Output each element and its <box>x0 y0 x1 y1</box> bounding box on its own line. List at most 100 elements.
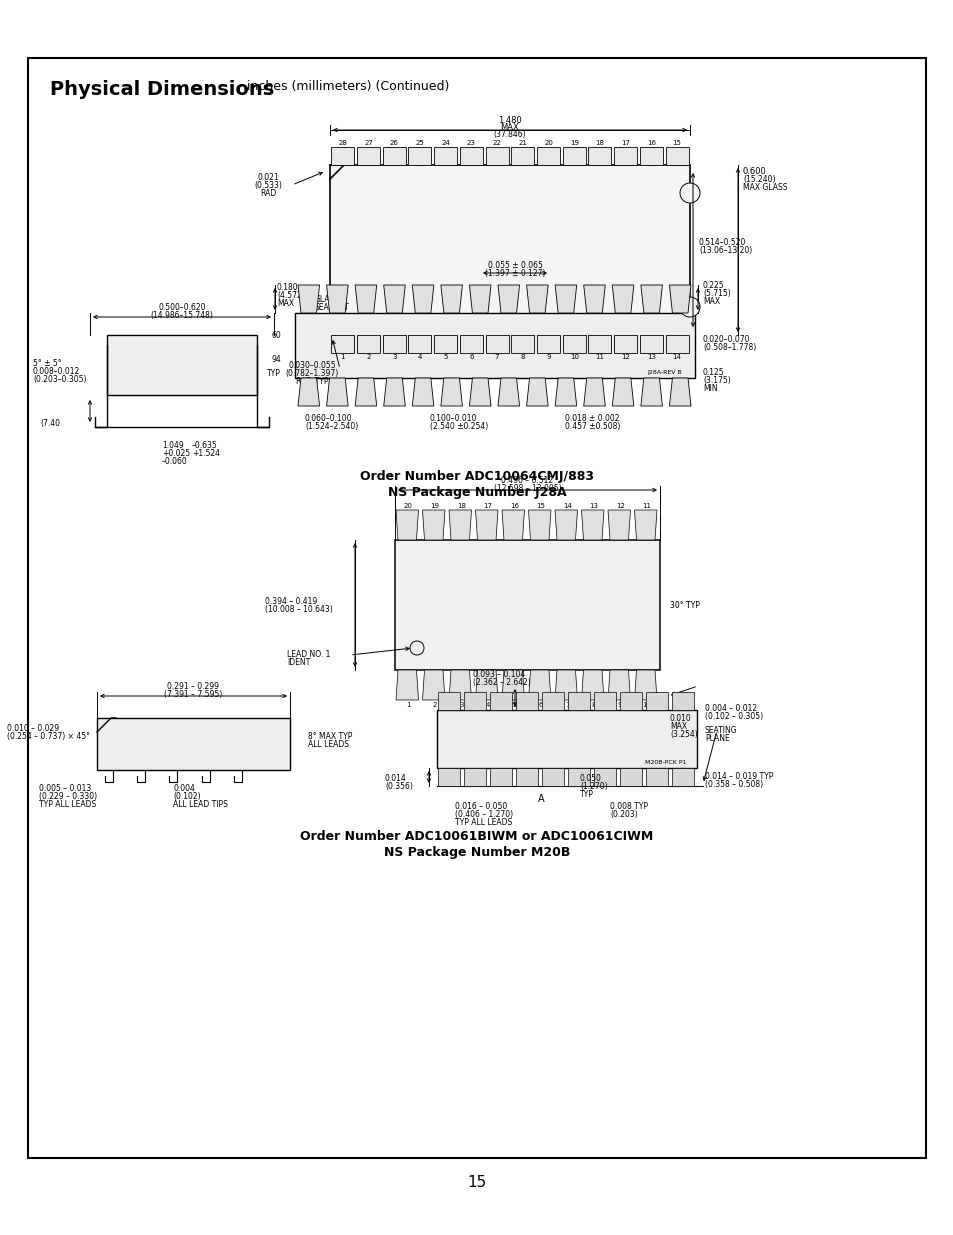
Polygon shape <box>463 692 485 710</box>
Text: (5.715): (5.715) <box>702 289 730 298</box>
Text: 0.004: 0.004 <box>173 784 195 793</box>
Text: (1.524–2.540): (1.524–2.540) <box>305 422 358 431</box>
Bar <box>107 335 256 395</box>
Text: 5: 5 <box>512 701 516 708</box>
Text: TYP: TYP <box>267 369 281 378</box>
Bar <box>28 58 925 1158</box>
Text: 11: 11 <box>641 503 651 509</box>
Text: 9: 9 <box>546 354 550 359</box>
Text: (0.203): (0.203) <box>609 810 638 819</box>
Text: 2: 2 <box>366 354 371 359</box>
Polygon shape <box>645 692 667 710</box>
Text: TYP ALL LEADS: TYP ALL LEADS <box>39 800 96 809</box>
Text: (3.254): (3.254) <box>669 730 697 739</box>
Text: (13.06–13.20): (13.06–13.20) <box>699 246 752 254</box>
Bar <box>408 147 431 165</box>
Text: 0.018 ± 0.002: 0.018 ± 0.002 <box>564 414 618 424</box>
Bar <box>614 335 637 353</box>
Text: MAX: MAX <box>276 299 294 308</box>
Text: IDENT: IDENT <box>287 658 310 667</box>
Text: –0.635: –0.635 <box>192 441 217 450</box>
Text: 7: 7 <box>564 701 569 708</box>
Polygon shape <box>383 285 405 312</box>
Text: 3: 3 <box>392 354 396 359</box>
Text: 1: 1 <box>406 701 410 708</box>
Polygon shape <box>463 768 485 785</box>
Text: 12: 12 <box>616 503 624 509</box>
Polygon shape <box>440 378 462 406</box>
Text: 0.030–0.055: 0.030–0.055 <box>288 361 335 370</box>
Text: 1.480: 1.480 <box>497 116 521 125</box>
Text: 25: 25 <box>416 140 424 146</box>
Text: 2: 2 <box>432 701 436 708</box>
Text: 15: 15 <box>536 503 544 509</box>
Polygon shape <box>422 510 444 540</box>
Text: 0.125: 0.125 <box>702 368 724 377</box>
Text: 0.093 – 0.104: 0.093 – 0.104 <box>473 671 525 679</box>
Text: 0.050: 0.050 <box>579 774 601 783</box>
Polygon shape <box>555 378 577 406</box>
Polygon shape <box>607 510 630 540</box>
Text: (2.362 – 2.642): (2.362 – 2.642) <box>473 678 530 687</box>
Text: 16: 16 <box>646 140 656 146</box>
Text: 5° ± 5°: 5° ± 5° <box>33 359 62 368</box>
Text: 9: 9 <box>618 701 622 708</box>
Text: (0.102): (0.102) <box>173 792 201 802</box>
Circle shape <box>679 296 700 317</box>
Text: 0.100–0.010: 0.100–0.010 <box>430 414 476 424</box>
Text: 0.225: 0.225 <box>702 282 724 290</box>
Text: (0.254 – 0.737) × 45°: (0.254 – 0.737) × 45° <box>7 732 90 741</box>
Text: SEALANT: SEALANT <box>314 303 350 312</box>
Bar <box>588 335 611 353</box>
Text: 8: 8 <box>591 701 596 708</box>
Text: 3: 3 <box>458 701 463 708</box>
Polygon shape <box>567 768 589 785</box>
Bar <box>459 335 482 353</box>
Bar <box>485 335 508 353</box>
Text: 0.180: 0.180 <box>276 283 298 291</box>
Polygon shape <box>475 510 497 540</box>
Text: 0.016 – 0.050: 0.016 – 0.050 <box>455 802 507 811</box>
Text: NS Package Number M20B: NS Package Number M20B <box>383 846 570 860</box>
Text: MAX: MAX <box>669 722 686 731</box>
Bar <box>356 335 379 353</box>
Text: 0.600: 0.600 <box>742 167 766 177</box>
Text: –0.060: –0.060 <box>162 457 188 466</box>
Text: 19: 19 <box>430 503 438 509</box>
Polygon shape <box>634 510 657 540</box>
Polygon shape <box>581 510 603 540</box>
Polygon shape <box>440 285 462 312</box>
Text: (7.391 – 7.595): (7.391 – 7.595) <box>164 690 222 699</box>
Text: 1.049: 1.049 <box>162 441 184 450</box>
Text: (0.203–0.305): (0.203–0.305) <box>33 375 87 384</box>
Text: (0.508–1.778): (0.508–1.778) <box>702 343 756 352</box>
Text: (15.240): (15.240) <box>742 175 775 184</box>
Text: 16: 16 <box>509 503 518 509</box>
Polygon shape <box>583 285 604 312</box>
Text: 0.457 ±0.508): 0.457 ±0.508) <box>564 422 619 431</box>
Text: 8° MAX TYP: 8° MAX TYP <box>308 732 352 741</box>
Bar <box>395 540 659 671</box>
Text: 20: 20 <box>403 503 413 509</box>
Text: 0.010 – 0.029: 0.010 – 0.029 <box>7 724 59 734</box>
Circle shape <box>679 183 700 203</box>
Text: 94: 94 <box>271 354 281 364</box>
Text: (3.175): (3.175) <box>702 375 730 385</box>
Text: 10: 10 <box>569 354 578 359</box>
Text: MIN: MIN <box>702 384 717 393</box>
Bar <box>537 147 559 165</box>
Bar <box>97 718 290 769</box>
Text: Order Number ADC10061BIWM or ADC10061CIWM: Order Number ADC10061BIWM or ADC10061CIW… <box>300 830 653 844</box>
Text: 1: 1 <box>340 354 345 359</box>
Polygon shape <box>437 768 459 785</box>
Text: TYP: TYP <box>579 790 594 799</box>
Text: (1.397 ± 0.127): (1.397 ± 0.127) <box>484 269 545 278</box>
Polygon shape <box>669 378 690 406</box>
Text: inches (millimeters) (Continued): inches (millimeters) (Continued) <box>243 80 449 93</box>
Bar <box>382 147 405 165</box>
Text: MAX: MAX <box>702 296 720 306</box>
Text: 14: 14 <box>672 354 680 359</box>
Text: 7: 7 <box>495 354 498 359</box>
Polygon shape <box>412 378 434 406</box>
Text: (0.356): (0.356) <box>385 782 413 790</box>
